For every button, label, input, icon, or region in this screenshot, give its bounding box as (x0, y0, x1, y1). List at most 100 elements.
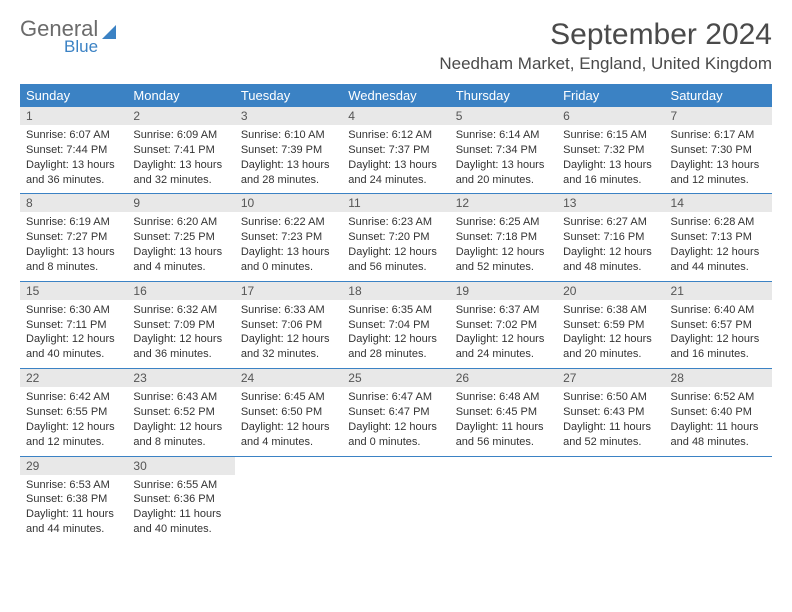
calendar-week: 29Sunrise: 6:53 AMSunset: 6:38 PMDayligh… (20, 456, 772, 543)
logo: General Blue (20, 18, 116, 57)
day-info: Sunrise: 6:23 AMSunset: 7:20 PMDaylight:… (348, 215, 443, 274)
day-number: 25 (342, 369, 449, 387)
day-number: 29 (20, 457, 127, 475)
logo-mark-icon (102, 25, 116, 39)
day-header: Saturday (665, 84, 772, 107)
calendar-cell: 3 Sunrise: 6:10 AMSunset: 7:39 PMDaylight… (235, 107, 342, 194)
calendar-cell: 22 Sunrise: 6:42 AMSunset: 6:55 PMDayligh… (20, 369, 127, 456)
calendar-cell: 29Sunrise: 6:53 AMSunset: 6:38 PMDayligh… (20, 456, 127, 543)
day-info: Sunrise: 6:52 AMSunset: 6:40 PMDaylight:… (671, 390, 766, 449)
calendar-cell: 11 Sunrise: 6:23 AMSunset: 7:20 PMDayligh… (342, 194, 449, 281)
day-number: 28 (665, 369, 772, 387)
day-number: 13 (557, 194, 664, 212)
calendar-cell: 9 Sunrise: 6:20 AMSunset: 7:25 PMDaylight… (127, 194, 234, 281)
calendar-week: 1 Sunrise: 6:07 AMSunset: 7:44 PMDaylight… (20, 107, 772, 194)
day-info: Sunrise: 6:07 AMSunset: 7:44 PMDaylight:… (26, 128, 121, 187)
calendar-cell: 7Sunrise: 6:17 AMSunset: 7:30 PMDaylight… (665, 107, 772, 194)
day-info: Sunrise: 6:12 AMSunset: 7:37 PMDaylight:… (348, 128, 443, 187)
calendar-cell: 24 Sunrise: 6:45 AMSunset: 6:50 PMDayligh… (235, 369, 342, 456)
day-number: 3 (235, 107, 342, 125)
day-header-row: Sunday Monday Tuesday Wednesday Thursday… (20, 84, 772, 107)
day-info: Sunrise: 6:38 AMSunset: 6:59 PMDaylight:… (563, 303, 658, 362)
day-number: 5 (450, 107, 557, 125)
day-info: Sunrise: 6:28 AMSunset: 7:13 PMDaylight:… (671, 215, 766, 274)
calendar-cell: 5Sunrise: 6:14 AMSunset: 7:34 PMDaylight… (450, 107, 557, 194)
day-info: Sunrise: 6:30 AMSunset: 7:11 PMDaylight:… (26, 303, 121, 362)
calendar-cell-empty (450, 456, 557, 543)
header: General Blue September 2024 Needham Mark… (20, 18, 772, 74)
calendar-cell: 4 Sunrise: 6:12 AMSunset: 7:37 PMDaylight… (342, 107, 449, 194)
day-info: Sunrise: 6:42 AMSunset: 6:55 PMDaylight:… (26, 390, 121, 449)
day-info: Sunrise: 6:47 AMSunset: 6:47 PMDaylight:… (348, 390, 443, 449)
calendar-cell-empty (342, 456, 449, 543)
day-number: 1 (20, 107, 127, 125)
day-info: Sunrise: 6:10 AMSunset: 7:39 PMDaylight:… (241, 128, 336, 187)
day-number: 22 (20, 369, 127, 387)
calendar-cell: 12 Sunrise: 6:25 AMSunset: 7:18 PMDayligh… (450, 194, 557, 281)
logo-text-bottom: Blue (64, 37, 116, 57)
day-number: 18 (342, 282, 449, 300)
day-info: Sunrise: 6:25 AMSunset: 7:18 PMDaylight:… (456, 215, 551, 274)
day-header: Wednesday (342, 84, 449, 107)
day-info: Sunrise: 6:43 AMSunset: 6:52 PMDaylight:… (133, 390, 228, 449)
day-number: 11 (342, 194, 449, 212)
location: Needham Market, England, United Kingdom (439, 54, 772, 74)
calendar-week: 8Sunrise: 6:19 AMSunset: 7:27 PMDaylight… (20, 194, 772, 281)
calendar-cell: 16Sunrise: 6:32 AMSunset: 7:09 PMDayligh… (127, 281, 234, 368)
day-number: 24 (235, 369, 342, 387)
calendar-cell: 6Sunrise: 6:15 AMSunset: 7:32 PMDaylight… (557, 107, 664, 194)
calendar-cell: 2Sunrise: 6:09 AMSunset: 7:41 PMDaylight… (127, 107, 234, 194)
calendar-cell: 13Sunrise: 6:27 AMSunset: 7:16 PMDayligh… (557, 194, 664, 281)
calendar-cell-empty (557, 456, 664, 543)
day-info: Sunrise: 6:40 AMSunset: 6:57 PMDaylight:… (671, 303, 766, 362)
day-info: Sunrise: 6:48 AMSunset: 6:45 PMDaylight:… (456, 390, 551, 449)
calendar-cell: 25 Sunrise: 6:47 AMSunset: 6:47 PMDayligh… (342, 369, 449, 456)
day-info: Sunrise: 6:22 AMSunset: 7:23 PMDaylight:… (241, 215, 336, 274)
calendar-cell: 21 Sunrise: 6:40 AMSunset: 6:57 PMDayligh… (665, 281, 772, 368)
day-number: 12 (450, 194, 557, 212)
day-info: Sunrise: 6:20 AMSunset: 7:25 PMDaylight:… (133, 215, 228, 274)
calendar-cell: 8Sunrise: 6:19 AMSunset: 7:27 PMDaylight… (20, 194, 127, 281)
title-block: September 2024 Needham Market, England, … (439, 18, 772, 74)
calendar-cell: 19 Sunrise: 6:37 AMSunset: 7:02 PMDayligh… (450, 281, 557, 368)
day-number: 17 (235, 282, 342, 300)
calendar-cell: 28 Sunrise: 6:52 AMSunset: 6:40 PMDayligh… (665, 369, 772, 456)
calendar-cell: 23 Sunrise: 6:43 AMSunset: 6:52 PMDayligh… (127, 369, 234, 456)
day-number: 8 (20, 194, 127, 212)
day-info: Sunrise: 6:45 AMSunset: 6:50 PMDaylight:… (241, 390, 336, 449)
calendar-cell: 30 Sunrise: 6:55 AMSunset: 6:36 PMDayligh… (127, 456, 234, 543)
day-info: Sunrise: 6:50 AMSunset: 6:43 PMDaylight:… (563, 390, 658, 449)
day-number: 23 (127, 369, 234, 387)
day-info: Sunrise: 6:35 AMSunset: 7:04 PMDaylight:… (348, 303, 443, 362)
calendar-week: 15Sunrise: 6:30 AMSunset: 7:11 PMDayligh… (20, 281, 772, 368)
day-info: Sunrise: 6:15 AMSunset: 7:32 PMDaylight:… (563, 128, 658, 187)
calendar-cell: 26 Sunrise: 6:48 AMSunset: 6:45 PMDayligh… (450, 369, 557, 456)
calendar-table: Sunday Monday Tuesday Wednesday Thursday… (20, 84, 772, 543)
day-number: 10 (235, 194, 342, 212)
calendar-cell: 18 Sunrise: 6:35 AMSunset: 7:04 PMDayligh… (342, 281, 449, 368)
day-number: 19 (450, 282, 557, 300)
day-number: 16 (127, 282, 234, 300)
calendar-cell-empty (235, 456, 342, 543)
day-header: Sunday (20, 84, 127, 107)
day-header: Monday (127, 84, 234, 107)
month-title: September 2024 (439, 18, 772, 52)
day-number: 20 (557, 282, 664, 300)
day-info: Sunrise: 6:37 AMSunset: 7:02 PMDaylight:… (456, 303, 551, 362)
day-number: 9 (127, 194, 234, 212)
day-number: 21 (665, 282, 772, 300)
calendar-week: 22 Sunrise: 6:42 AMSunset: 6:55 PMDayligh… (20, 369, 772, 456)
day-number: 30 (127, 457, 234, 475)
calendar-cell: 17 Sunrise: 6:33 AMSunset: 7:06 PMDayligh… (235, 281, 342, 368)
calendar-cell: 15Sunrise: 6:30 AMSunset: 7:11 PMDayligh… (20, 281, 127, 368)
calendar-cell: 27Sunrise: 6:50 AMSunset: 6:43 PMDayligh… (557, 369, 664, 456)
day-info: Sunrise: 6:09 AMSunset: 7:41 PMDaylight:… (133, 128, 228, 187)
day-number: 26 (450, 369, 557, 387)
calendar-cell-empty (665, 456, 772, 543)
day-number: 4 (342, 107, 449, 125)
day-header: Friday (557, 84, 664, 107)
day-info: Sunrise: 6:33 AMSunset: 7:06 PMDaylight:… (241, 303, 336, 362)
day-number: 14 (665, 194, 772, 212)
calendar-cell: 1 Sunrise: 6:07 AMSunset: 7:44 PMDaylight… (20, 107, 127, 194)
day-info: Sunrise: 6:55 AMSunset: 6:36 PMDaylight:… (133, 478, 228, 537)
